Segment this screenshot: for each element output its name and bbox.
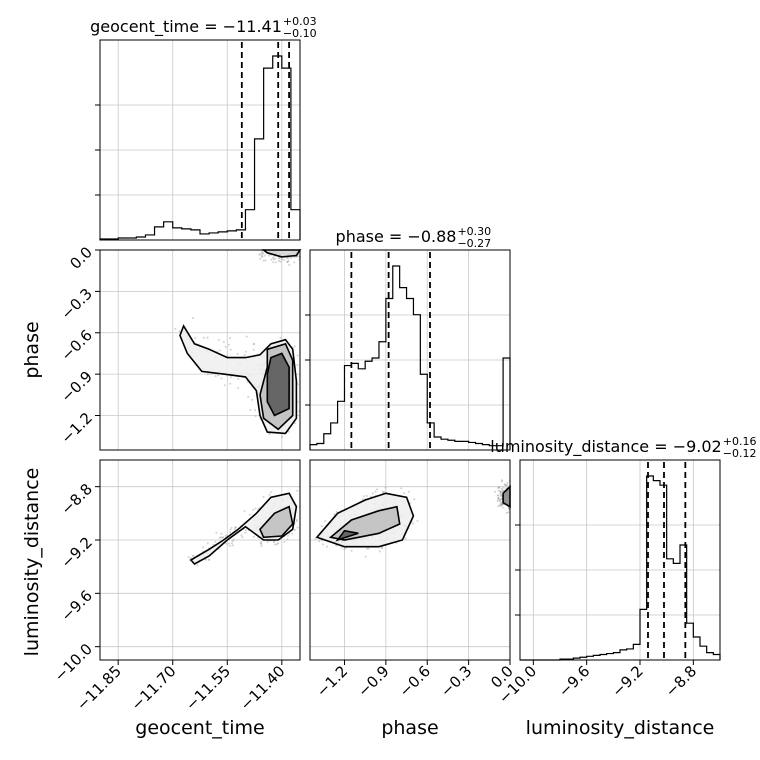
- contour-inner: [335, 529, 359, 542]
- y-tick-label: 0.0: [66, 243, 96, 273]
- x-axis-label-geocent_time: geocent_time: [135, 717, 264, 739]
- panel-frame-luminosity_distance_vs_geocent_time: [99, 459, 301, 661]
- title-text: phase = −0.88: [336, 227, 457, 246]
- title-lower-error: −0.27: [457, 237, 491, 250]
- x-tick-label: −0.9: [354, 662, 392, 700]
- y-tick-label: −9.2: [58, 533, 96, 571]
- y-tick-label: −8.8: [58, 480, 96, 518]
- y-tick-label: −9.6: [58, 587, 96, 625]
- title-text: luminosity_distance = −9.02: [490, 437, 721, 457]
- title-phase: phase = −0.88 +0.30−0.27: [336, 225, 492, 250]
- x-tick-label: −0.6: [396, 662, 434, 700]
- y-tick-label: −0.6: [58, 326, 96, 364]
- panel-frame-luminosity_distance_vs_phase: [309, 459, 511, 661]
- hist-frame-geocent_time: [99, 39, 301, 241]
- title-lower-error: −0.10: [283, 27, 317, 40]
- title-text: geocent_time = −11.41: [90, 17, 282, 37]
- title-upper-error: +0.16: [723, 435, 757, 448]
- title-upper-error: +0.30: [457, 225, 491, 238]
- x-tick-label: −8.8: [662, 662, 700, 700]
- title-geocent_time: geocent_time = −11.41 +0.03−0.10: [90, 15, 317, 40]
- x-axis-label-phase: phase: [381, 717, 438, 739]
- contour-inner: [266, 352, 290, 417]
- y-tick-label: −10.0: [51, 640, 96, 685]
- title-luminosity_distance: luminosity_distance = −9.02 +0.16−0.12: [490, 435, 756, 460]
- title-lower-error: −0.12: [723, 447, 757, 460]
- y-axis-label-phase: phase: [21, 321, 43, 378]
- contour-outer: [189, 492, 298, 566]
- histogram-luminosity_distance: [520, 475, 721, 661]
- x-tick-label: −0.3: [437, 662, 475, 700]
- x-tick-label: −11.55: [182, 662, 234, 714]
- panel-frame-phase_vs_geocent_time: [99, 249, 301, 451]
- histogram-geocent_time: [99, 55, 301, 240]
- y-tick-label: −0.3: [58, 285, 96, 323]
- x-tick-label: −9.6: [555, 662, 593, 700]
- y-tick-label: −1.2: [58, 409, 96, 447]
- x-tick-label: −11.70: [128, 662, 180, 714]
- y-axis-label-luminosity_distance: luminosity_distance: [21, 468, 43, 657]
- x-tick-label: −1.2: [313, 662, 351, 700]
- x-tick-label: −11.85: [73, 662, 125, 714]
- x-tick-label: −9.2: [608, 662, 646, 700]
- hist-frame-phase: [309, 249, 511, 451]
- x-axis-label-luminosity_distance: luminosity_distance: [526, 717, 715, 739]
- hist-frame-luminosity_distance: [519, 459, 721, 661]
- contour-middle: [259, 505, 294, 539]
- title-upper-error: +0.03: [283, 15, 317, 28]
- histogram-phase: [309, 265, 511, 450]
- y-tick-label: −0.9: [58, 367, 96, 405]
- x-tick-label: −11.40: [237, 662, 289, 714]
